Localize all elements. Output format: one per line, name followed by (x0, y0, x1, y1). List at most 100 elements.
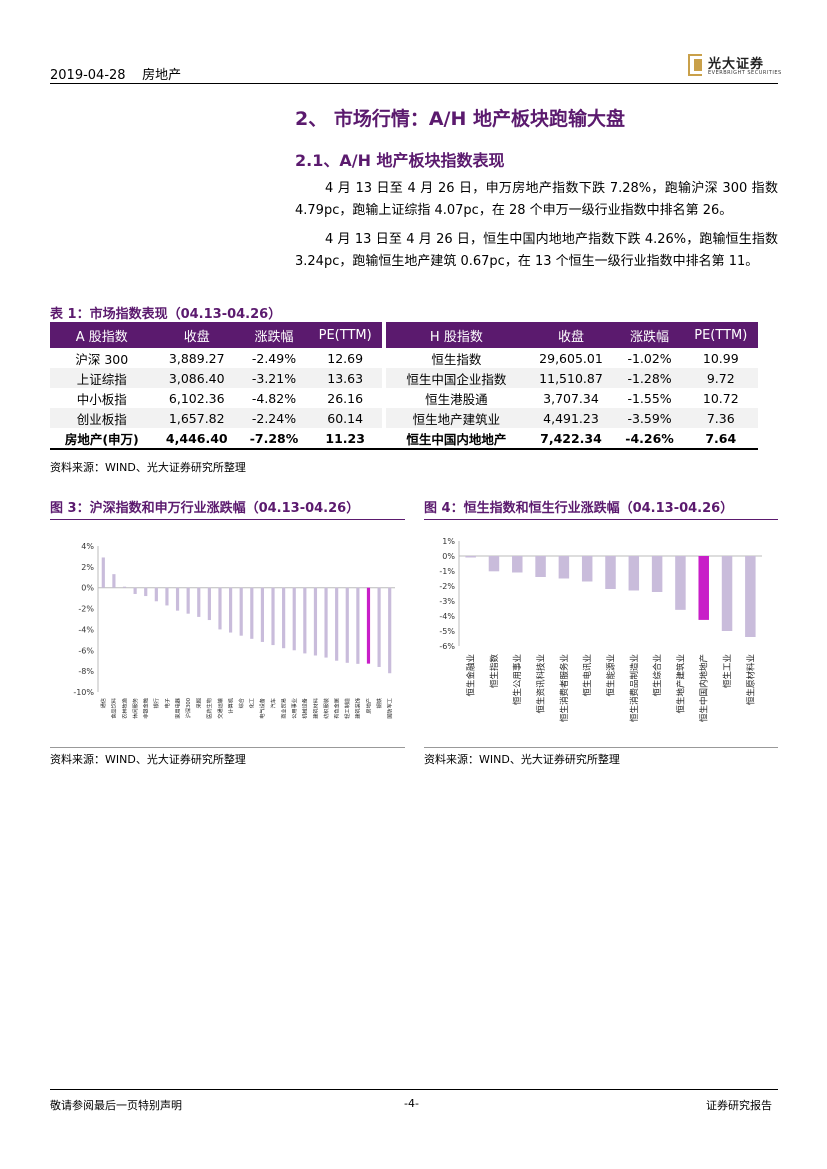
table-cell: 9.72 (683, 368, 758, 388)
x-tick-label: 房地产 (364, 698, 372, 714)
table-cell: -1.55% (627, 390, 672, 406)
bar (535, 556, 546, 577)
x-tick-label: 综合 (237, 697, 245, 708)
bar (581, 556, 593, 582)
x-tick-label: 家用电器 (173, 697, 181, 719)
x-tick-label: 通信 (99, 698, 107, 708)
table-cell: 7,422.34 (526, 428, 616, 450)
figure4-top-rule (424, 519, 778, 520)
x-tick-label: 恒生工业 (722, 654, 733, 688)
x-tick-label: 恒生资讯科技业 (536, 654, 547, 714)
bar (228, 587, 233, 633)
y-tick-label: -2% (439, 582, 455, 591)
table-cell: 房地产(申万) (50, 428, 154, 450)
table-cell: 11.23 (307, 428, 383, 450)
report-date: 2019-04-28 (50, 68, 126, 83)
y-tick-label: 1% (442, 537, 455, 546)
bar (144, 587, 148, 597)
bar (122, 586, 127, 588)
bar (745, 556, 756, 637)
x-tick-label: 化工 (248, 698, 256, 708)
col-header: PE(TTM) (307, 322, 383, 348)
col-header: 涨跌幅 (615, 322, 684, 348)
x-tick-label: 农林牧渔 (120, 698, 128, 719)
table-cell: 恒生地产建筑业 (386, 408, 527, 428)
table-source: 资料来源：WIND、光大证券研究所整理 (50, 461, 246, 474)
x-tick-label: 电子 (163, 698, 171, 708)
x-tick-label: 交通运输 (216, 697, 224, 719)
col-header: 收盘 (526, 322, 616, 348)
market-index-table: A 股指数 收盘 涨跌幅 PE(TTM) H 股指数 收盘 涨跌幅 PE(TTM… (50, 322, 758, 450)
figure3-bar-chart: 4% 2% 0% -2% -4% -6% -8% -10% 通信 食品饮料 农林牧渔 休闲服务 非银金融… (73, 542, 395, 719)
bar (721, 556, 733, 631)
table-cell: 恒生中国内地地产 (386, 428, 527, 450)
company-logo: 光大证券 EVERBRIGHT SECURITIES (688, 52, 783, 80)
table-cell: 11,510.87 (526, 368, 616, 388)
y-tick-label: -4% (439, 612, 455, 621)
paragraph-h-share: 4 月 13 日至 4 月 26 日，恒生中国内地地产指数下跌 4.26%，跑输… (295, 232, 778, 269)
table-cell: -1.28% (615, 368, 684, 388)
y-tick-label: -10% (73, 688, 94, 697)
bar (465, 556, 476, 558)
table-cell: -2.49% (251, 350, 297, 366)
page-number: -4- (404, 1097, 419, 1110)
industry-label: 房地产 (142, 68, 182, 83)
table-cell: 60.14 (307, 408, 383, 428)
col-header: 涨跌幅 (239, 322, 308, 348)
table-row: 中小板指 6,102.36 -4.82% 26.16 恒生港股通 3,707.34 -1.5… (50, 388, 758, 408)
bar (292, 587, 296, 651)
bar (675, 556, 686, 610)
table-cell: -2.24% (239, 408, 308, 428)
figure3-top-rule (50, 519, 405, 520)
table-cell: 10.99 (702, 350, 739, 366)
table-cell: 12.69 (327, 350, 364, 366)
x-tick-label: 食品饮料 (110, 698, 118, 719)
x-tick-label: 恒生消费者服务业 (559, 654, 570, 722)
bar (313, 587, 318, 656)
footer-disclaimer: 敬请参阅最后一页特别声明 (50, 1099, 182, 1112)
x-tick-label: 恒生综合业 (652, 654, 663, 697)
y-tick-label: -6% (78, 646, 94, 655)
subsection-title: 2.1、A/H 地产板块指数表现 (295, 151, 505, 170)
table-cell: -4.82% (251, 390, 297, 406)
table-cell: 3,086.40 (153, 368, 240, 388)
x-tick-label: 恒生公用事业 (512, 654, 523, 705)
table-cell: 7.64 (683, 428, 758, 450)
bar (271, 587, 275, 646)
table-cell: 上证综指 (50, 368, 154, 388)
x-tick-label: 有色金属 (332, 698, 340, 719)
y-tick-label: 4% (81, 542, 94, 551)
x-tick-label: 建筑装饰 (354, 698, 362, 719)
table-cell: 6,102.36 (168, 390, 225, 406)
x-tick-label: 建筑材料 (311, 698, 319, 719)
table-cell: -1.02% (627, 350, 672, 366)
table-cell: 恒生港股通 (425, 391, 488, 407)
x-tick-label: 医药生物 (205, 698, 213, 719)
bar (345, 587, 349, 663)
table-cell: 3,707.34 (543, 390, 599, 406)
table-cell: 13.63 (307, 368, 383, 388)
bar (101, 557, 105, 588)
y-tick-label: 0% (442, 552, 455, 561)
x-tick-label: 采掘 (195, 698, 203, 708)
bar (605, 556, 616, 589)
table-caption: 表 1：市场指数表现（04.13-04.26） (50, 307, 282, 322)
header-date-industry: 2019-04-28 房地产 (50, 64, 181, 83)
table-cell: 29,605.01 (539, 350, 603, 366)
y-tick-label: -2% (78, 605, 94, 614)
table-row: 上证综指 3,086.40 -3.21% 13.63 恒生中国企业指数 11,510.87… (50, 368, 758, 388)
bar (282, 587, 286, 649)
y-tick-label: -8% (78, 667, 94, 676)
figure3-caption: 图 3：沪深指数和申万行业涨跌幅（04.13-04.26） (50, 501, 360, 516)
table-cell: 7.36 (683, 408, 758, 428)
bar (303, 587, 307, 654)
bar (207, 587, 211, 621)
x-tick-label: 国防军工 (386, 698, 394, 719)
table-cell: 1,657.82 (153, 408, 240, 428)
table-cell: 中小板指 (76, 391, 127, 407)
figure4-bottom-rule (424, 747, 778, 748)
table-cell: 沪深 300 (75, 351, 129, 367)
x-tick-label: 恒生指数 (489, 654, 500, 689)
figure3-bottom-rule (50, 747, 405, 748)
table-row: 房地产(申万) 4,446.40 -7.28% 11.23 恒生中国内地地产 7,422.… (50, 428, 758, 450)
